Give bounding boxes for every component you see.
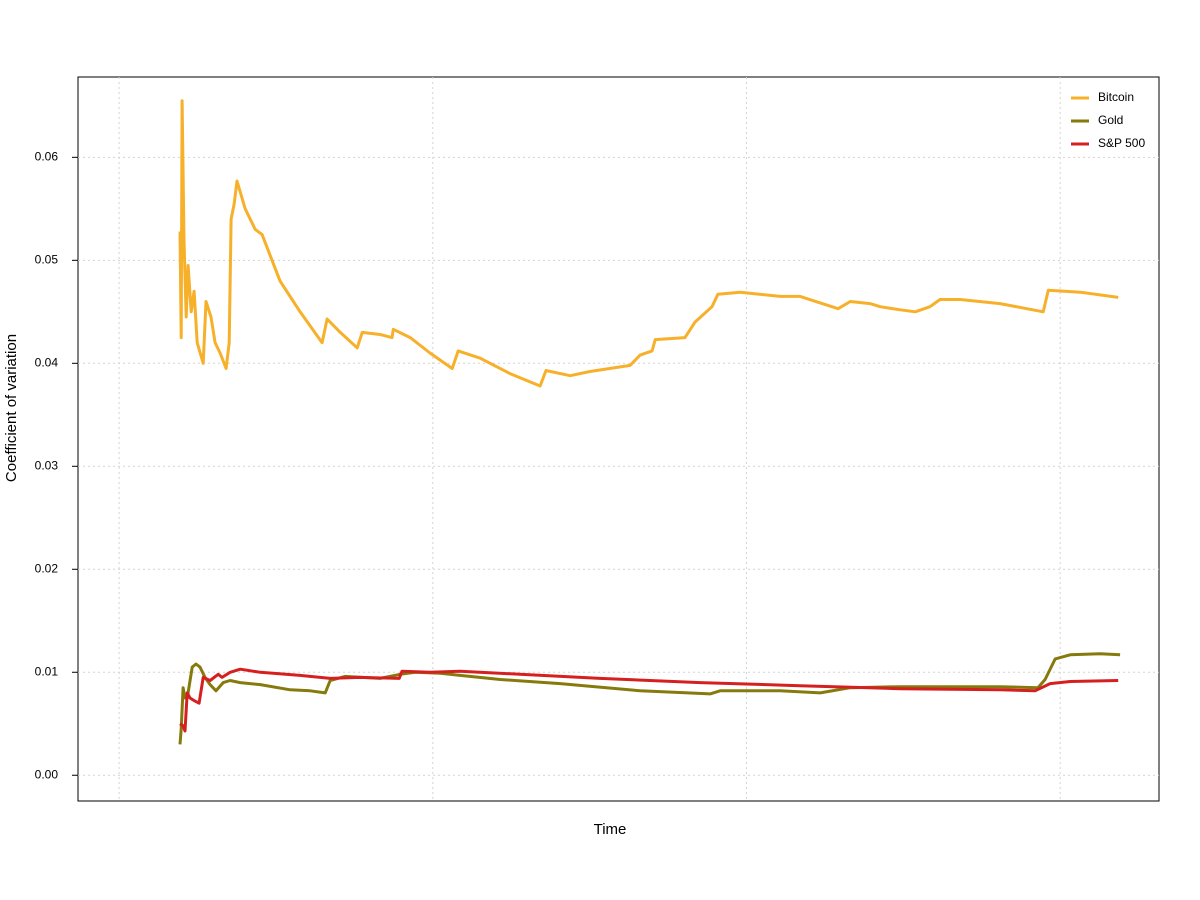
- data-line: [178, 99, 1119, 388]
- legend-label: S&P 500: [1098, 136, 1145, 150]
- y-axis-label: Coefficient of variation: [3, 334, 20, 482]
- data-line: [179, 667, 1119, 733]
- y-tick-label: 0.00: [35, 767, 59, 781]
- y-tick-label: 0.02: [35, 561, 59, 575]
- legend-label: Bitcoin: [1098, 90, 1134, 104]
- y-tick-label: 0.06: [35, 150, 59, 164]
- y-tick-label: 0.05: [35, 252, 59, 266]
- data-line: [178, 652, 1121, 745]
- y-tick-label: 0.04: [35, 355, 59, 369]
- plot-frame: [77, 76, 1160, 802]
- legend-label: Gold: [1098, 113, 1123, 127]
- x-axis-label: Time: [594, 821, 627, 838]
- y-tick-label: 0.03: [35, 458, 59, 472]
- y-tick-label: 0.01: [35, 664, 59, 678]
